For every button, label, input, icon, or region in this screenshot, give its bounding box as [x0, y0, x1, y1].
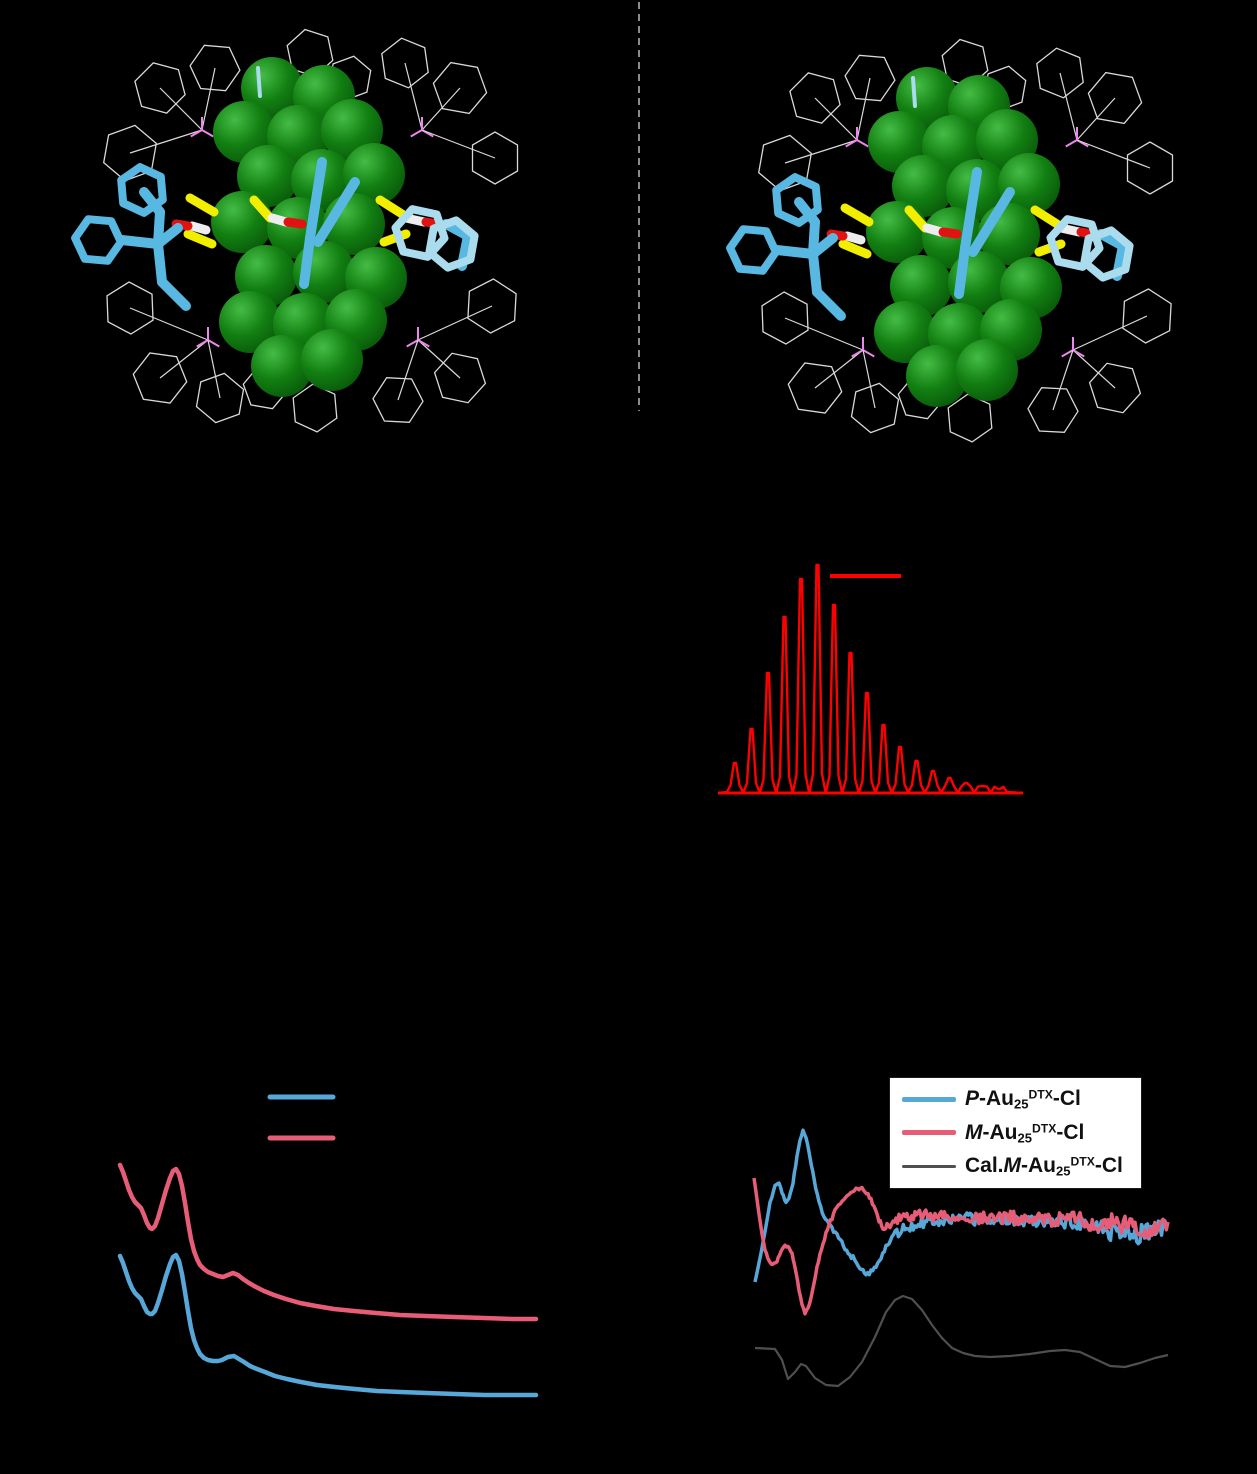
cd-legend-label-0-sup: DTX — [1028, 1088, 1053, 1102]
cd-legend-label-2-em: M — [1003, 1153, 1022, 1177]
ligand-sticks — [726, 76, 1134, 321]
cd-legend-item-2: Cal.M-Au25DTX-Cl — [902, 1155, 1133, 1178]
cd-legend-label-1-sup: DTX — [1031, 1121, 1057, 1136]
cd-legend-label-0-sub: 25 — [1014, 1096, 1029, 1112]
cd-legend-label-2-tail: -Cl — [1094, 1153, 1123, 1177]
cd-legend-label-1-em: M — [965, 1120, 983, 1144]
cd-legend-label-2-base: -Au — [1021, 1153, 1057, 1177]
cd-legend-box: P-Au25DTX-Cl M-Au25DTX-Cl Cal.M-Au25DTX-Cl — [889, 1077, 1142, 1189]
cd-legend-label-2-lead: Cal. — [965, 1153, 1004, 1177]
cd-legend-label-1-sub: 25 — [1017, 1130, 1032, 1146]
cd-legend-label-0-base: -Au — [979, 1087, 1015, 1111]
cd-legend-line-swatch-2 — [902, 1165, 956, 1168]
cd-legend-label-2: Cal.M-Au25DTX-Cl — [965, 1155, 1123, 1178]
cd-spectra — [752, 1128, 1170, 1388]
cd-legend-line-swatch-0 — [902, 1097, 956, 1103]
gold-core-spheres — [866, 67, 1062, 407]
phosphine-wireframe — [102, 28, 519, 433]
cd-legend-label-0-tail: -Cl — [1052, 1087, 1081, 1111]
cd-legend-label-0: P-Au25DTX-Cl — [965, 1088, 1081, 1111]
cd-legend-label-2-sub: 25 — [1056, 1163, 1071, 1179]
cd-legend-line-swatch-1 — [902, 1130, 956, 1136]
cd-legend-label-2-sup: DTX — [1070, 1154, 1095, 1169]
cd-legend-item-0: P-Au25DTX-Cl — [902, 1088, 1133, 1111]
cd-legend-label-1: M-Au25DTX-Cl — [965, 1122, 1084, 1145]
uvvis-spectra — [117, 1094, 539, 1398]
ligand-sticks — [71, 66, 479, 311]
gold-core-spheres — [211, 57, 407, 397]
cd-legend-item-1: M-Au25DTX-Cl — [902, 1122, 1133, 1145]
cd-legend-label-1-tail: -Cl — [1056, 1120, 1085, 1144]
cd-legend-label-1-base: -Au — [982, 1120, 1018, 1144]
mass-spectrum — [717, 563, 1024, 795]
cd-legend-label-0-em: P — [965, 1087, 980, 1111]
